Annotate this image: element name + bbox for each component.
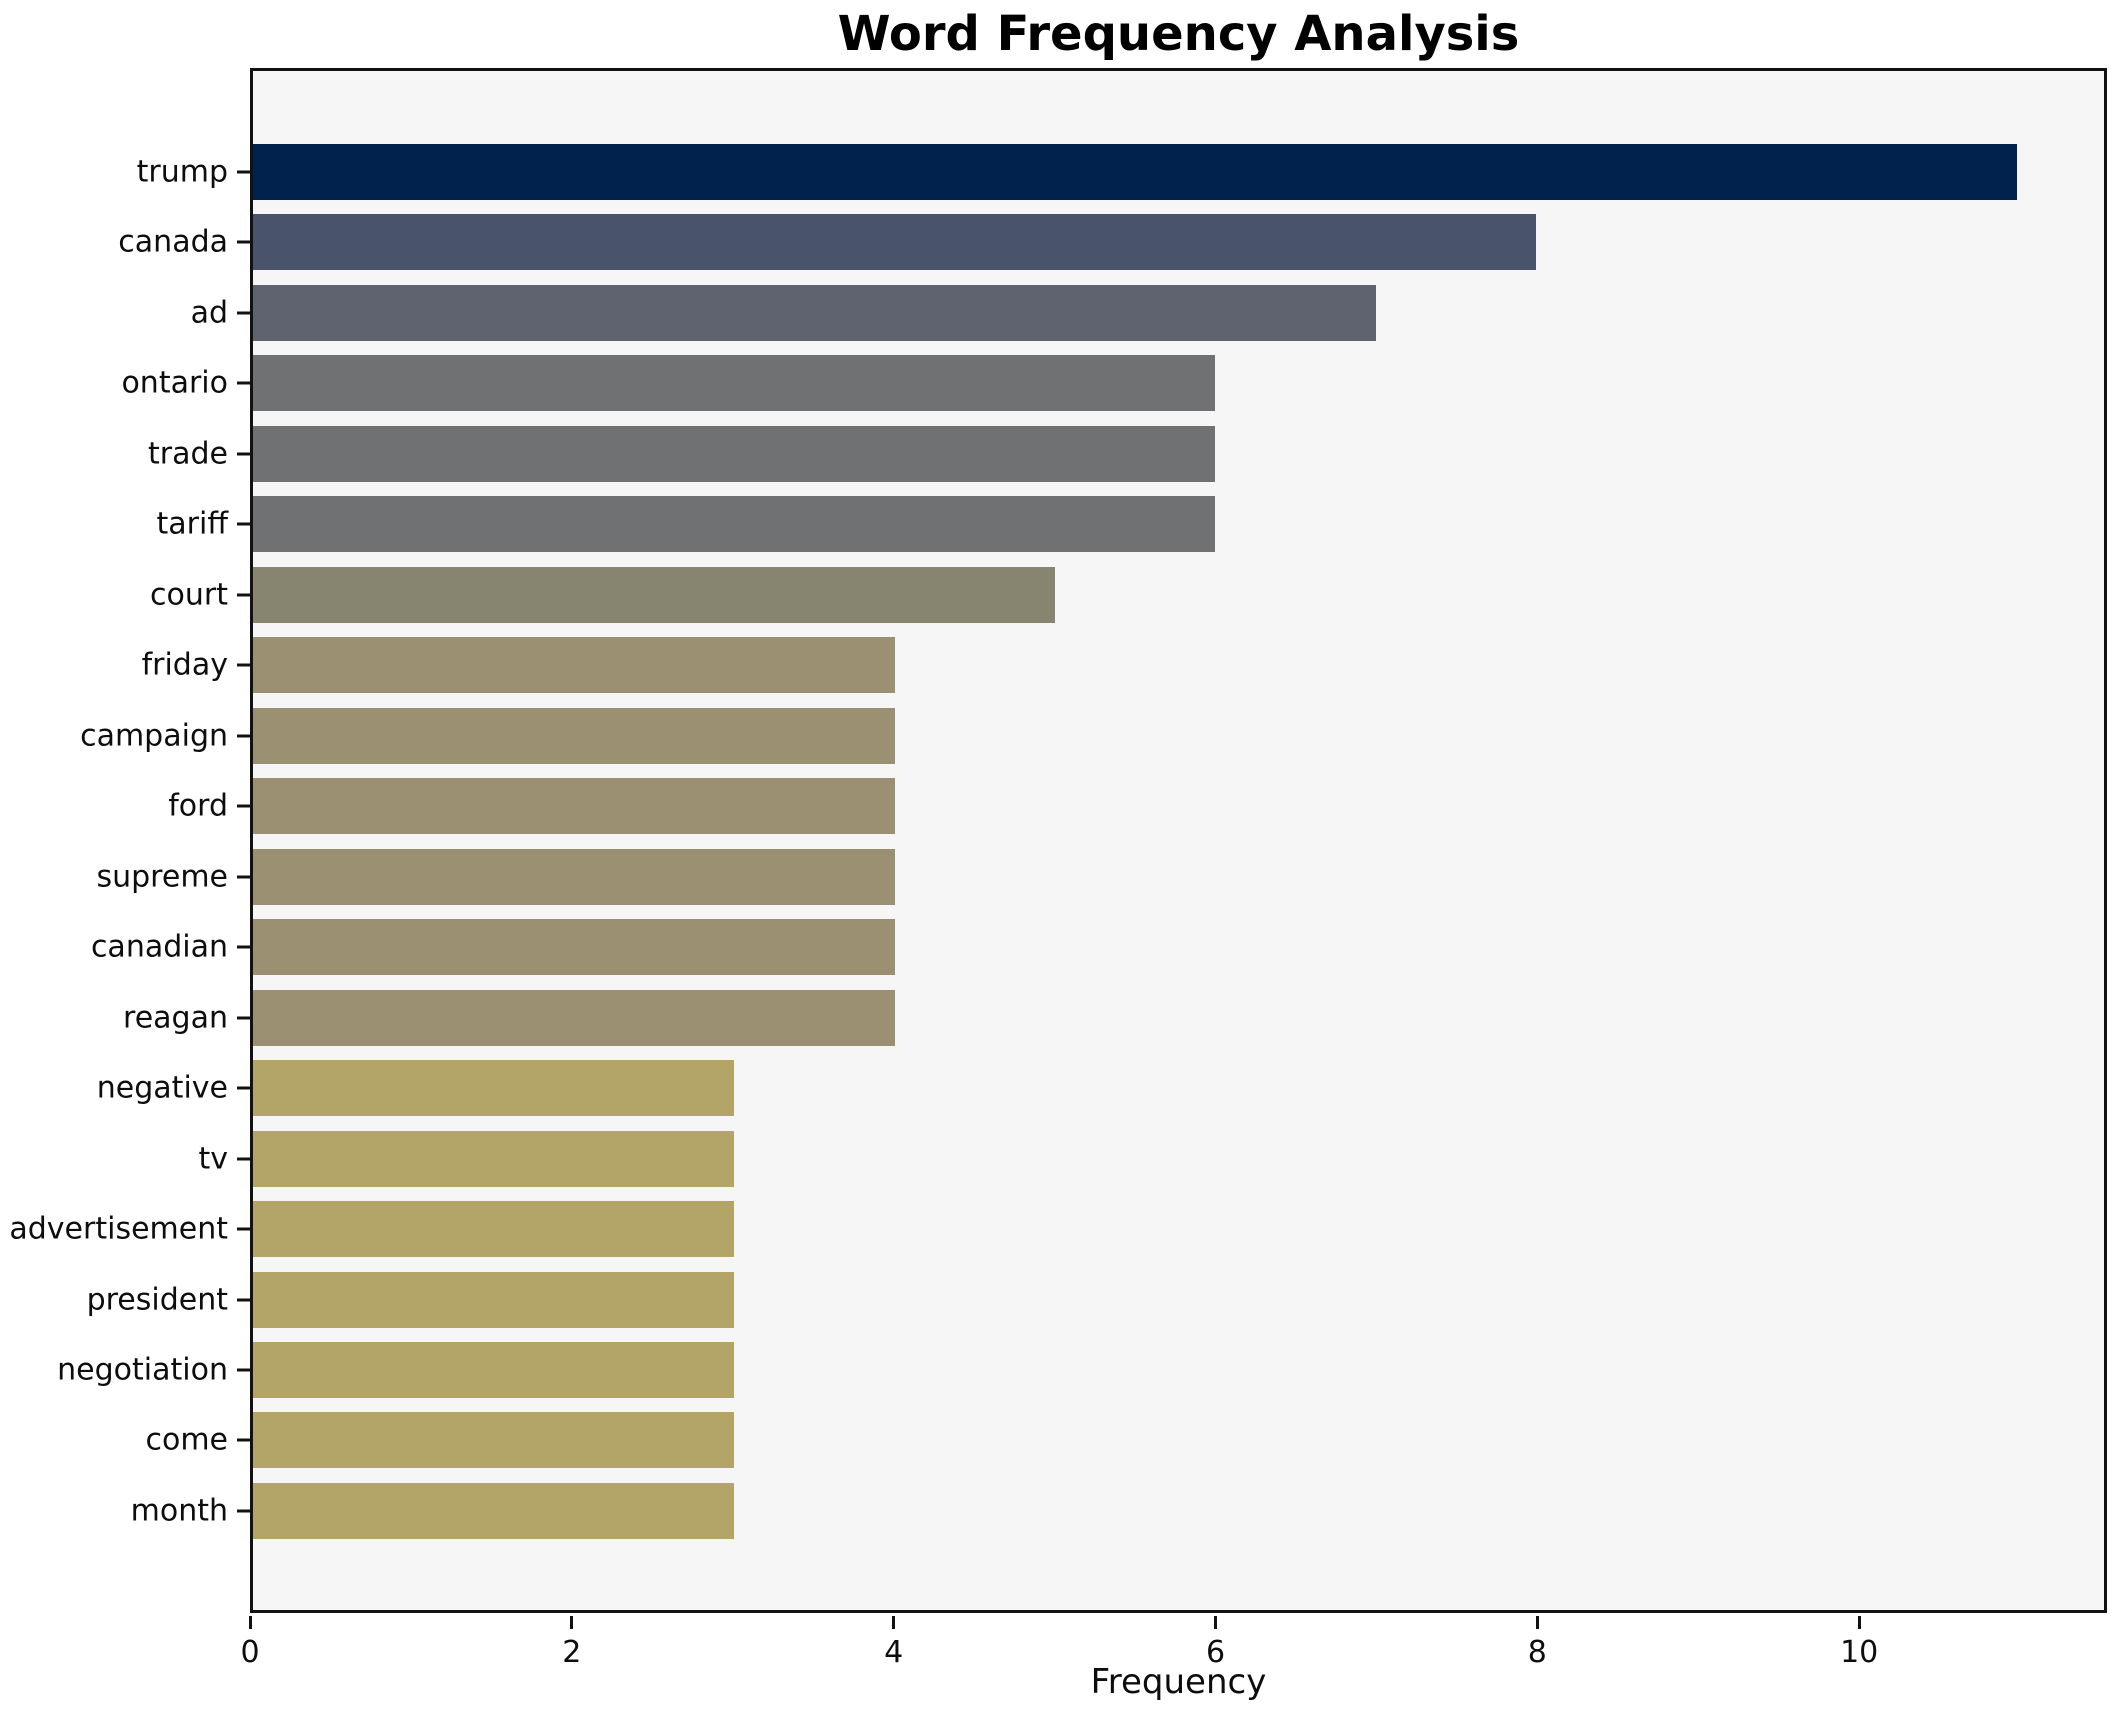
x-tick-mark: [1535, 1616, 1539, 1629]
y-tick-mark: [237, 1509, 250, 1513]
bar-row: trump: [137, 144, 2104, 200]
bar-negative: [253, 1060, 735, 1117]
x-tick-label: 6: [1205, 1635, 1226, 1670]
y-tick-mark: [237, 381, 250, 385]
bar-reagan: [253, 989, 895, 1046]
x-tick-mark: [892, 1616, 896, 1629]
y-axis-label: negative: [96, 1070, 228, 1106]
bar-row: advertisement: [9, 1201, 2104, 1258]
x-tick-label: 10: [1840, 1635, 1879, 1670]
x-tick-mark: [570, 1616, 574, 1629]
y-axis-label: canadian: [90, 929, 228, 965]
y-axis-label: ford: [168, 788, 228, 824]
x-tick-label: 0: [240, 1635, 260, 1670]
y-axis-label: advertisement: [9, 1211, 228, 1247]
y-tick-mark: [237, 1086, 250, 1090]
chart-title: Word Frequency Analysis: [837, 6, 1520, 62]
y-axis-label: campaign: [80, 718, 228, 754]
bar-tariff: [253, 496, 1216, 553]
y-tick-mark: [237, 1368, 250, 1372]
x-tick-mark: [248, 1616, 252, 1629]
bar-row: ad: [191, 284, 2104, 341]
x-tick-mark: [1214, 1616, 1217, 1629]
y-tick-mark: [237, 1016, 250, 1020]
y-axis-label: canada: [118, 224, 228, 260]
y-tick-mark: [237, 170, 250, 174]
bar-president: [253, 1271, 735, 1328]
bar-row: canada: [118, 214, 2104, 271]
bar-court: [253, 566, 1055, 623]
y-tick-mark: [237, 311, 250, 315]
bar-canada: [253, 214, 1537, 271]
bar-advertisement: [253, 1201, 735, 1258]
y-axis-label: month: [130, 1493, 228, 1529]
y-axis-label: trump: [136, 154, 228, 190]
x-tick-label: 2: [562, 1635, 582, 1670]
y-tick-mark: [237, 522, 250, 526]
bar-row: ford: [168, 778, 2104, 835]
x-tick-label: 8: [1527, 1635, 1547, 1670]
y-tick-mark: [237, 1438, 250, 1442]
bar-row: ontario: [121, 355, 2104, 412]
y-axis-label: president: [86, 1282, 228, 1317]
bar-campaign: [253, 707, 895, 764]
y-tick-mark: [237, 452, 250, 456]
bar-row: canadian: [91, 919, 2104, 976]
bar-supreme: [253, 848, 895, 905]
y-axis-label: reagan: [123, 1000, 228, 1036]
bar-canadian: [253, 919, 895, 976]
bar-month: [253, 1482, 735, 1539]
y-axis-label: come: [145, 1422, 228, 1458]
bars-container: trump canada ad ontario trade tariff court frid…: [9, 71, 2104, 1610]
y-tick-mark: [237, 945, 250, 949]
y-tick-mark: [237, 240, 250, 244]
y-tick-mark: [237, 1227, 250, 1231]
y-axis-label: negotiation: [57, 1352, 228, 1388]
bar-ontario: [253, 355, 1216, 412]
y-axis-label: supreme: [96, 859, 229, 895]
y-tick-mark: [237, 804, 250, 808]
bar-tv: [253, 1130, 735, 1187]
y-axis-label: tv: [198, 1141, 228, 1177]
y-tick-mark: [237, 875, 250, 879]
bar-row: tariff: [157, 496, 2104, 553]
bar-row: court: [150, 566, 2104, 623]
bar-row: tv: [198, 1130, 2104, 1187]
y-axis-label: ontario: [121, 365, 228, 401]
bar-row: reagan: [123, 989, 2104, 1046]
bar-come: [253, 1412, 735, 1469]
bar-trade: [253, 425, 1216, 482]
bar-row: supreme: [97, 848, 2104, 905]
y-tick-mark: [237, 663, 250, 667]
x-tick-mark: [1857, 1616, 1861, 1629]
y-tick-mark: [237, 593, 250, 597]
y-tick-mark: [237, 1157, 250, 1161]
bar-negotiation: [253, 1341, 735, 1398]
y-axis-label: tariff: [156, 506, 228, 542]
y-tick-mark: [237, 1298, 250, 1301]
y-tick-mark: [237, 734, 250, 738]
x-tick-label: 4: [884, 1635, 904, 1670]
y-axis-label: ad: [190, 295, 228, 331]
bar-row: month: [131, 1482, 2104, 1539]
bar-row: negative: [97, 1060, 2104, 1117]
y-axis-label: trade: [148, 436, 228, 472]
bar-trump: [253, 144, 2018, 200]
bar-friday: [253, 637, 895, 694]
bar-row: trade: [148, 425, 2104, 482]
plot-area: trump canada ad ontario trade tariff court frid…: [9, 68, 2107, 1613]
bar-row: campaign: [80, 707, 2104, 764]
bar-row: come: [145, 1412, 2104, 1469]
x-axis: 0 2 4 6 8 10: [240, 1613, 2107, 1683]
bar-row: negotiation: [57, 1341, 2104, 1398]
bar-row: friday: [142, 637, 2104, 694]
bar-ford: [253, 778, 895, 835]
y-axis-label: friday: [141, 647, 228, 683]
bar-ad: [253, 284, 1376, 341]
bar-row: president: [87, 1271, 2104, 1328]
x-axis-title: Frequency: [1090, 1662, 1267, 1702]
y-axis-label: court: [150, 577, 228, 613]
